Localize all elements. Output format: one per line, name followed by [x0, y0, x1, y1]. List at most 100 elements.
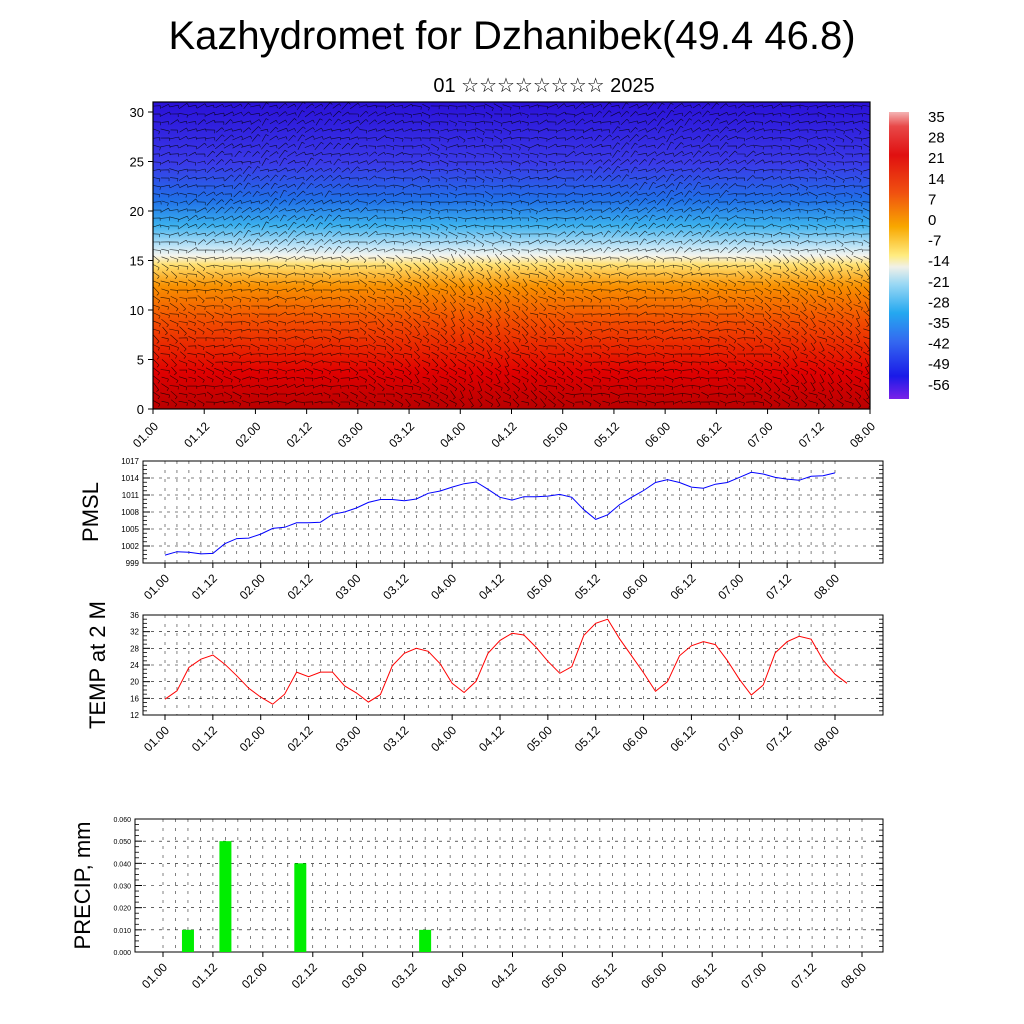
heatmap-xtick-group: 02.12 [284, 419, 315, 450]
panel-xtick-group: 08.00 [838, 960, 869, 991]
panel-ylabel: TEMP at 2 M [85, 601, 110, 729]
panel-xtick-group: 01.00 [139, 960, 170, 991]
panel-xtick-label: 06.00 [638, 960, 669, 991]
panel-xtick-group: 04.00 [428, 723, 459, 754]
heatmap-x-ticks: 01.00 01.12 02.00 02.12 03.00 03.12 04.00 04.12… [130, 409, 878, 450]
heatmap-xtick-group: 06.12 [693, 419, 724, 450]
panel-xtick-group: 06.00 [620, 571, 651, 602]
panel-xtick-label: 04.00 [428, 723, 459, 754]
panel-xtick-group: 01.12 [189, 960, 220, 991]
heatmap-field [153, 102, 870, 409]
heatmap-xtick-label: 06.12 [693, 419, 724, 450]
panel-xtick-group: 04.12 [488, 960, 519, 991]
panel-xtick-label: 06.12 [667, 571, 698, 602]
panel-xtick-label: 03.12 [380, 571, 411, 602]
panel-xtick-label: 02.00 [237, 571, 268, 602]
panel-xtick-group: 01.12 [189, 723, 220, 754]
panel-xtick-label: 03.00 [332, 723, 363, 754]
colorbar-ramp [889, 112, 909, 399]
panel-xtick-label: 07.00 [715, 571, 746, 602]
heatmap-ytick-label: 20 [130, 204, 144, 219]
heatmap-xtick-group: 04.00 [437, 419, 468, 450]
panel-xtick-label: 05.12 [572, 723, 603, 754]
panel-ytick-label: 28 [130, 644, 139, 653]
panel-xtick-label: 02.12 [285, 571, 316, 602]
panel-xtick-group: 02.00 [237, 723, 268, 754]
heatmap-xtick-label: 03.00 [335, 419, 366, 450]
panel-xtick-group: 01.12 [189, 571, 220, 602]
panel-xtick-group: 02.12 [285, 723, 316, 754]
heatmap-xtick-label: 04.12 [488, 419, 519, 450]
panel-xtick-group: 08.00 [811, 723, 842, 754]
heatmap-xtick-label: 02.00 [232, 419, 263, 450]
panel-xtick-label: 06.00 [620, 723, 651, 754]
panel-xtick-label: 05.12 [572, 571, 603, 602]
heatmap-xtick-label: 08.00 [847, 419, 878, 450]
panel-ytick-label: 0.020 [113, 906, 131, 913]
colorbar-label: 0 [928, 212, 936, 229]
panel-xtick-group: 01.00 [141, 723, 172, 754]
panel-xtick-group: 06.12 [667, 723, 698, 754]
panel-xtick-label: 01.00 [139, 960, 170, 991]
heatmap-ytick-label: 25 [130, 155, 144, 170]
panel-xtick-label: 01.00 [141, 723, 172, 754]
heatmap-y-ticks: 0 5 10 15 20 25 30 [130, 105, 153, 417]
panel-ytick-label: 0.050 [113, 839, 131, 846]
heatmap-xtick-group: 03.12 [386, 419, 417, 450]
precip-bar [181, 929, 194, 952]
panel-xtick-label: 08.00 [811, 571, 842, 602]
colorbar-label: -56 [928, 377, 950, 394]
panel-xtick-label: 01.12 [189, 571, 220, 602]
colorbar-label: 28 [928, 130, 945, 147]
panel-xtick-label: 03.00 [332, 571, 363, 602]
heatmap-xtick-group: 02.00 [232, 419, 263, 450]
panel-xtick-group: 04.00 [439, 960, 470, 991]
panel-xtick-label: 01.12 [189, 723, 220, 754]
heatmap-xtick-group: 01.12 [181, 419, 212, 450]
panel-xtick-group: 03.12 [380, 571, 411, 602]
panel-xtick-label: 01.00 [141, 571, 172, 602]
panel-xtick-label: 06.12 [688, 960, 719, 991]
panel-ytick-label: 0.010 [113, 928, 131, 935]
panel-xtick-label: 05.00 [538, 960, 569, 991]
series-line [164, 471, 836, 556]
panel-xtick-label: 06.12 [667, 723, 698, 754]
heatmap-xtick-label: 03.12 [386, 419, 417, 450]
panel-xtick-label: 08.00 [838, 960, 869, 991]
panel-ytick-label: 0.000 [113, 950, 131, 957]
panel-xtick-label: 08.00 [811, 723, 842, 754]
series-line [164, 618, 848, 705]
chart-title: Kazhydromet for Dzhanibek(49.4 46.8) [168, 14, 856, 58]
panel-xtick-group: 05.12 [572, 571, 603, 602]
colorbar-label: -49 [928, 356, 950, 373]
heatmap-ytick-label: 5 [137, 353, 144, 368]
panel-ytick-label: 12 [130, 711, 139, 720]
panel-xtick-group: 03.00 [332, 571, 363, 602]
panel-xtick-label: 02.00 [239, 960, 270, 991]
panel-ytick-label: 999 [126, 559, 140, 568]
panel-xtick-group: 03.00 [332, 723, 363, 754]
panel-xtick-group: 08.00 [811, 571, 842, 602]
heatmap-xtick-label: 01.00 [130, 419, 161, 450]
panel-ytick-label: 0.060 [113, 817, 131, 824]
panel-xtick-label: 01.12 [189, 960, 220, 991]
panel-xtick-group: 03.12 [380, 723, 411, 754]
panel-ytick-label: 1005 [121, 525, 139, 534]
heatmap-xtick-group: 08.00 [847, 419, 878, 450]
panel-ytick-label: 36 [130, 611, 139, 620]
panel-ytick-label: 20 [130, 678, 139, 687]
colorbar-label: 21 [928, 150, 945, 167]
colorbar-label: 14 [928, 171, 945, 188]
colorbar-label: -14 [928, 253, 950, 270]
panel-xtick-group: 07.12 [788, 960, 819, 991]
panel-xtick-label: 05.00 [524, 723, 555, 754]
panel-xtick-group: 03.00 [339, 960, 370, 991]
precip-bar [219, 841, 232, 952]
temp2m-panel: 12 16 20 24 28 32 36 01.00 01.12 02.00 02.12 03.00 0… [85, 601, 884, 754]
heatmap-xtick-label: 02.12 [284, 419, 315, 450]
panel-xtick-group: 07.12 [763, 571, 794, 602]
panel-xtick-group: 03.12 [389, 960, 420, 991]
panel-xtick-group: 02.00 [237, 571, 268, 602]
heatmap-xtick-group: 07.00 [745, 419, 776, 450]
panel-xtick-group: 06.12 [667, 571, 698, 602]
